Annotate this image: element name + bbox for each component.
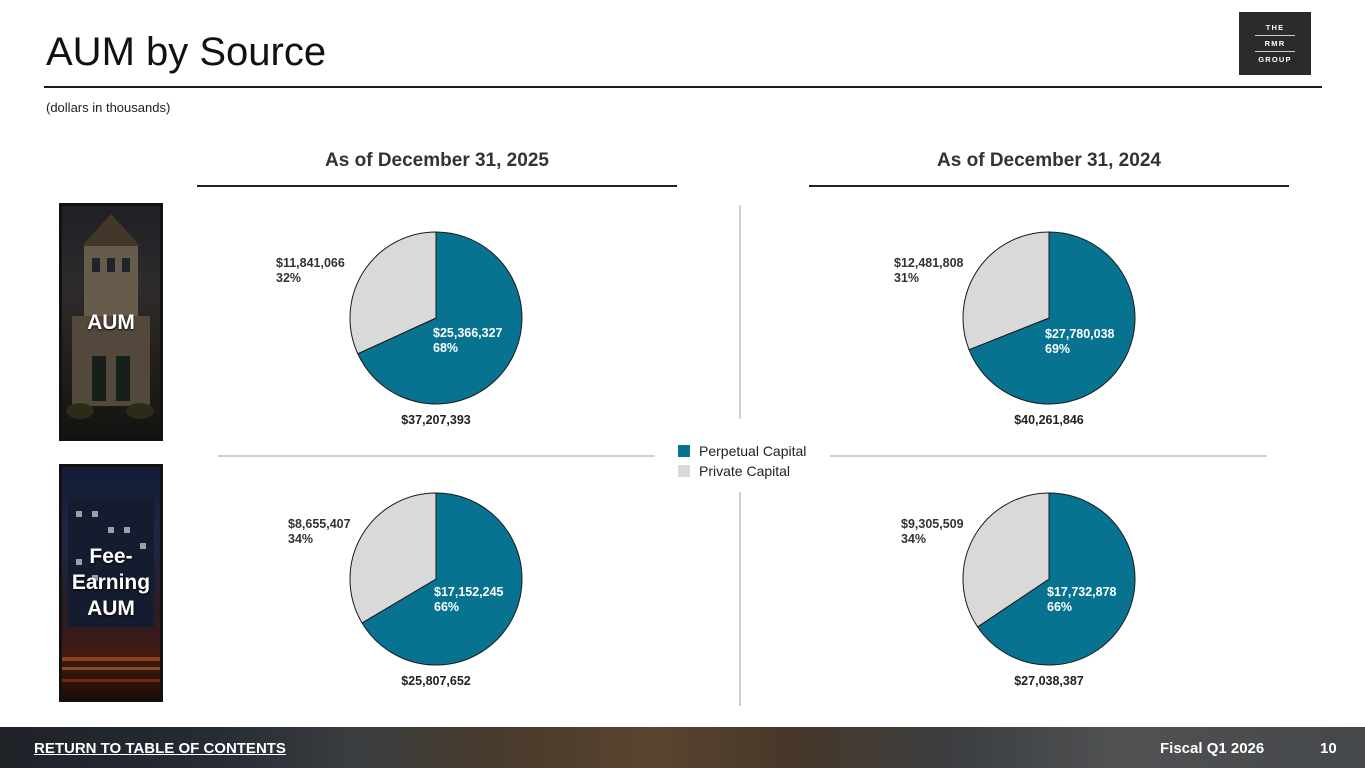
pie-total-label: $40,261,846 <box>1014 413 1084 427</box>
private-capital-label: $11,841,066 32% <box>276 256 345 286</box>
rmr-logo: THE RMR GROUP <box>1239 12 1311 75</box>
grid-horizontal-divider <box>830 455 1267 457</box>
slice-value-label: $27,780,038 <box>1045 327 1115 341</box>
pie-slice-perpetual-capital <box>976 492 1136 666</box>
column-heading-2024: As of December 31, 2024 <box>937 150 1161 171</box>
slice-percent-label: 66% <box>434 600 460 614</box>
pie-slice-private-capital <box>349 492 437 624</box>
fee-earning-building-photo: Fee- Earning AUM <box>59 464 163 702</box>
title-divider <box>44 86 1322 88</box>
slice-value-label: $9,305,509 <box>901 517 964 531</box>
slice-percent-label: 68% <box>433 341 459 355</box>
photo-overlay <box>62 467 160 699</box>
row-label-aum: AUM <box>87 311 135 334</box>
pie-slice-perpetual-capital <box>968 231 1136 405</box>
perpetual-capital-label: $27,780,038 69% <box>1045 327 1115 357</box>
logo-divider <box>1255 35 1295 36</box>
slice-percent-label: 34% <box>288 532 314 546</box>
logo-line-2: RMR <box>1264 39 1286 48</box>
perpetual-capital-label: $25,366,327 68% <box>433 326 503 356</box>
grid-horizontal-divider <box>218 455 655 457</box>
legend-swatch-perpetual <box>678 445 690 457</box>
row-label-line: AUM <box>87 597 135 620</box>
pie-slice-perpetual-capital <box>361 492 523 666</box>
photo-overlay <box>62 206 160 438</box>
perpetual-capital-label: $17,732,878 66% <box>1047 585 1117 615</box>
pie-total-label: $37,207,393 <box>401 413 471 427</box>
building-illustration <box>62 497 160 682</box>
legend-item-private: Private Capital <box>678 461 806 481</box>
pie-slice-private-capital <box>962 492 1050 628</box>
row-label-line: Fee- <box>89 545 133 568</box>
slice-value-label: $17,152,245 <box>434 585 504 599</box>
pie-chart-aum-2024 <box>962 231 1136 405</box>
private-capital-label: $8,655,407 34% <box>288 517 351 547</box>
column-heading-2025: As of December 31, 2025 <box>325 150 549 171</box>
pie-chart-fee-aum-2025 <box>349 492 523 666</box>
fiscal-period: Fiscal Q1 2026 <box>1160 740 1265 757</box>
slice-value-label: $25,366,327 <box>433 326 503 340</box>
legend-item-perpetual: Perpetual Capital <box>678 441 806 461</box>
row-label-fee-earning: Fee- Earning AUM <box>62 544 160 622</box>
logo-divider <box>1255 51 1295 52</box>
pie-total-label: $25,807,652 <box>401 674 471 688</box>
slice-value-label: $8,655,407 <box>288 517 351 531</box>
legend-swatch-private <box>678 465 690 477</box>
aum-building-photo: AUM <box>59 203 163 441</box>
grid-vertical-divider <box>739 492 741 706</box>
building-illustration <box>66 214 154 419</box>
pie-slice-perpetual-capital <box>357 231 523 405</box>
page-title: AUM by Source <box>46 30 327 74</box>
page-number: 10 <box>1320 740 1337 757</box>
footer-banner <box>0 727 1365 768</box>
slice-value-label: $17,732,878 <box>1047 585 1117 599</box>
slice-percent-label: 31% <box>894 271 920 285</box>
row-label-line: Earning <box>71 571 151 594</box>
grid-vertical-divider <box>739 205 741 419</box>
slice-percent-label: 34% <box>901 532 927 546</box>
slice-percent-label: 69% <box>1045 342 1071 356</box>
pie-chart-aum-2025 <box>349 231 523 405</box>
column-divider <box>197 185 677 187</box>
pie-slice-private-capital <box>962 231 1050 351</box>
logo-line-1: THE <box>1265 23 1285 32</box>
units-note: (dollars in thousands) <box>46 100 171 115</box>
logo-line-3: GROUP <box>1258 55 1292 64</box>
column-divider <box>809 185 1289 187</box>
private-capital-label: $12,481,808 31% <box>894 256 964 286</box>
legend-label: Private Capital <box>699 463 791 479</box>
footer-overlay <box>0 727 1365 768</box>
legend-label: Perpetual Capital <box>699 443 807 459</box>
pie-total-label: $27,038,387 <box>1014 674 1084 688</box>
slice-percent-label: 66% <box>1047 600 1073 614</box>
pie-slice-private-capital <box>349 231 437 355</box>
chart-legend: Perpetual Capital Private Capital <box>678 441 806 481</box>
perpetual-capital-label: $17,152,245 66% <box>434 585 504 615</box>
private-capital-label: $9,305,509 34% <box>901 517 964 547</box>
pie-chart-fee-aum-2024 <box>962 492 1136 666</box>
slice-value-label: $11,841,066 <box>276 256 345 270</box>
return-to-toc-link[interactable]: RETURN TO TABLE OF CONTENTS <box>34 740 286 757</box>
slice-percent-label: 32% <box>276 271 302 285</box>
slice-value-label: $12,481,808 <box>894 256 964 270</box>
